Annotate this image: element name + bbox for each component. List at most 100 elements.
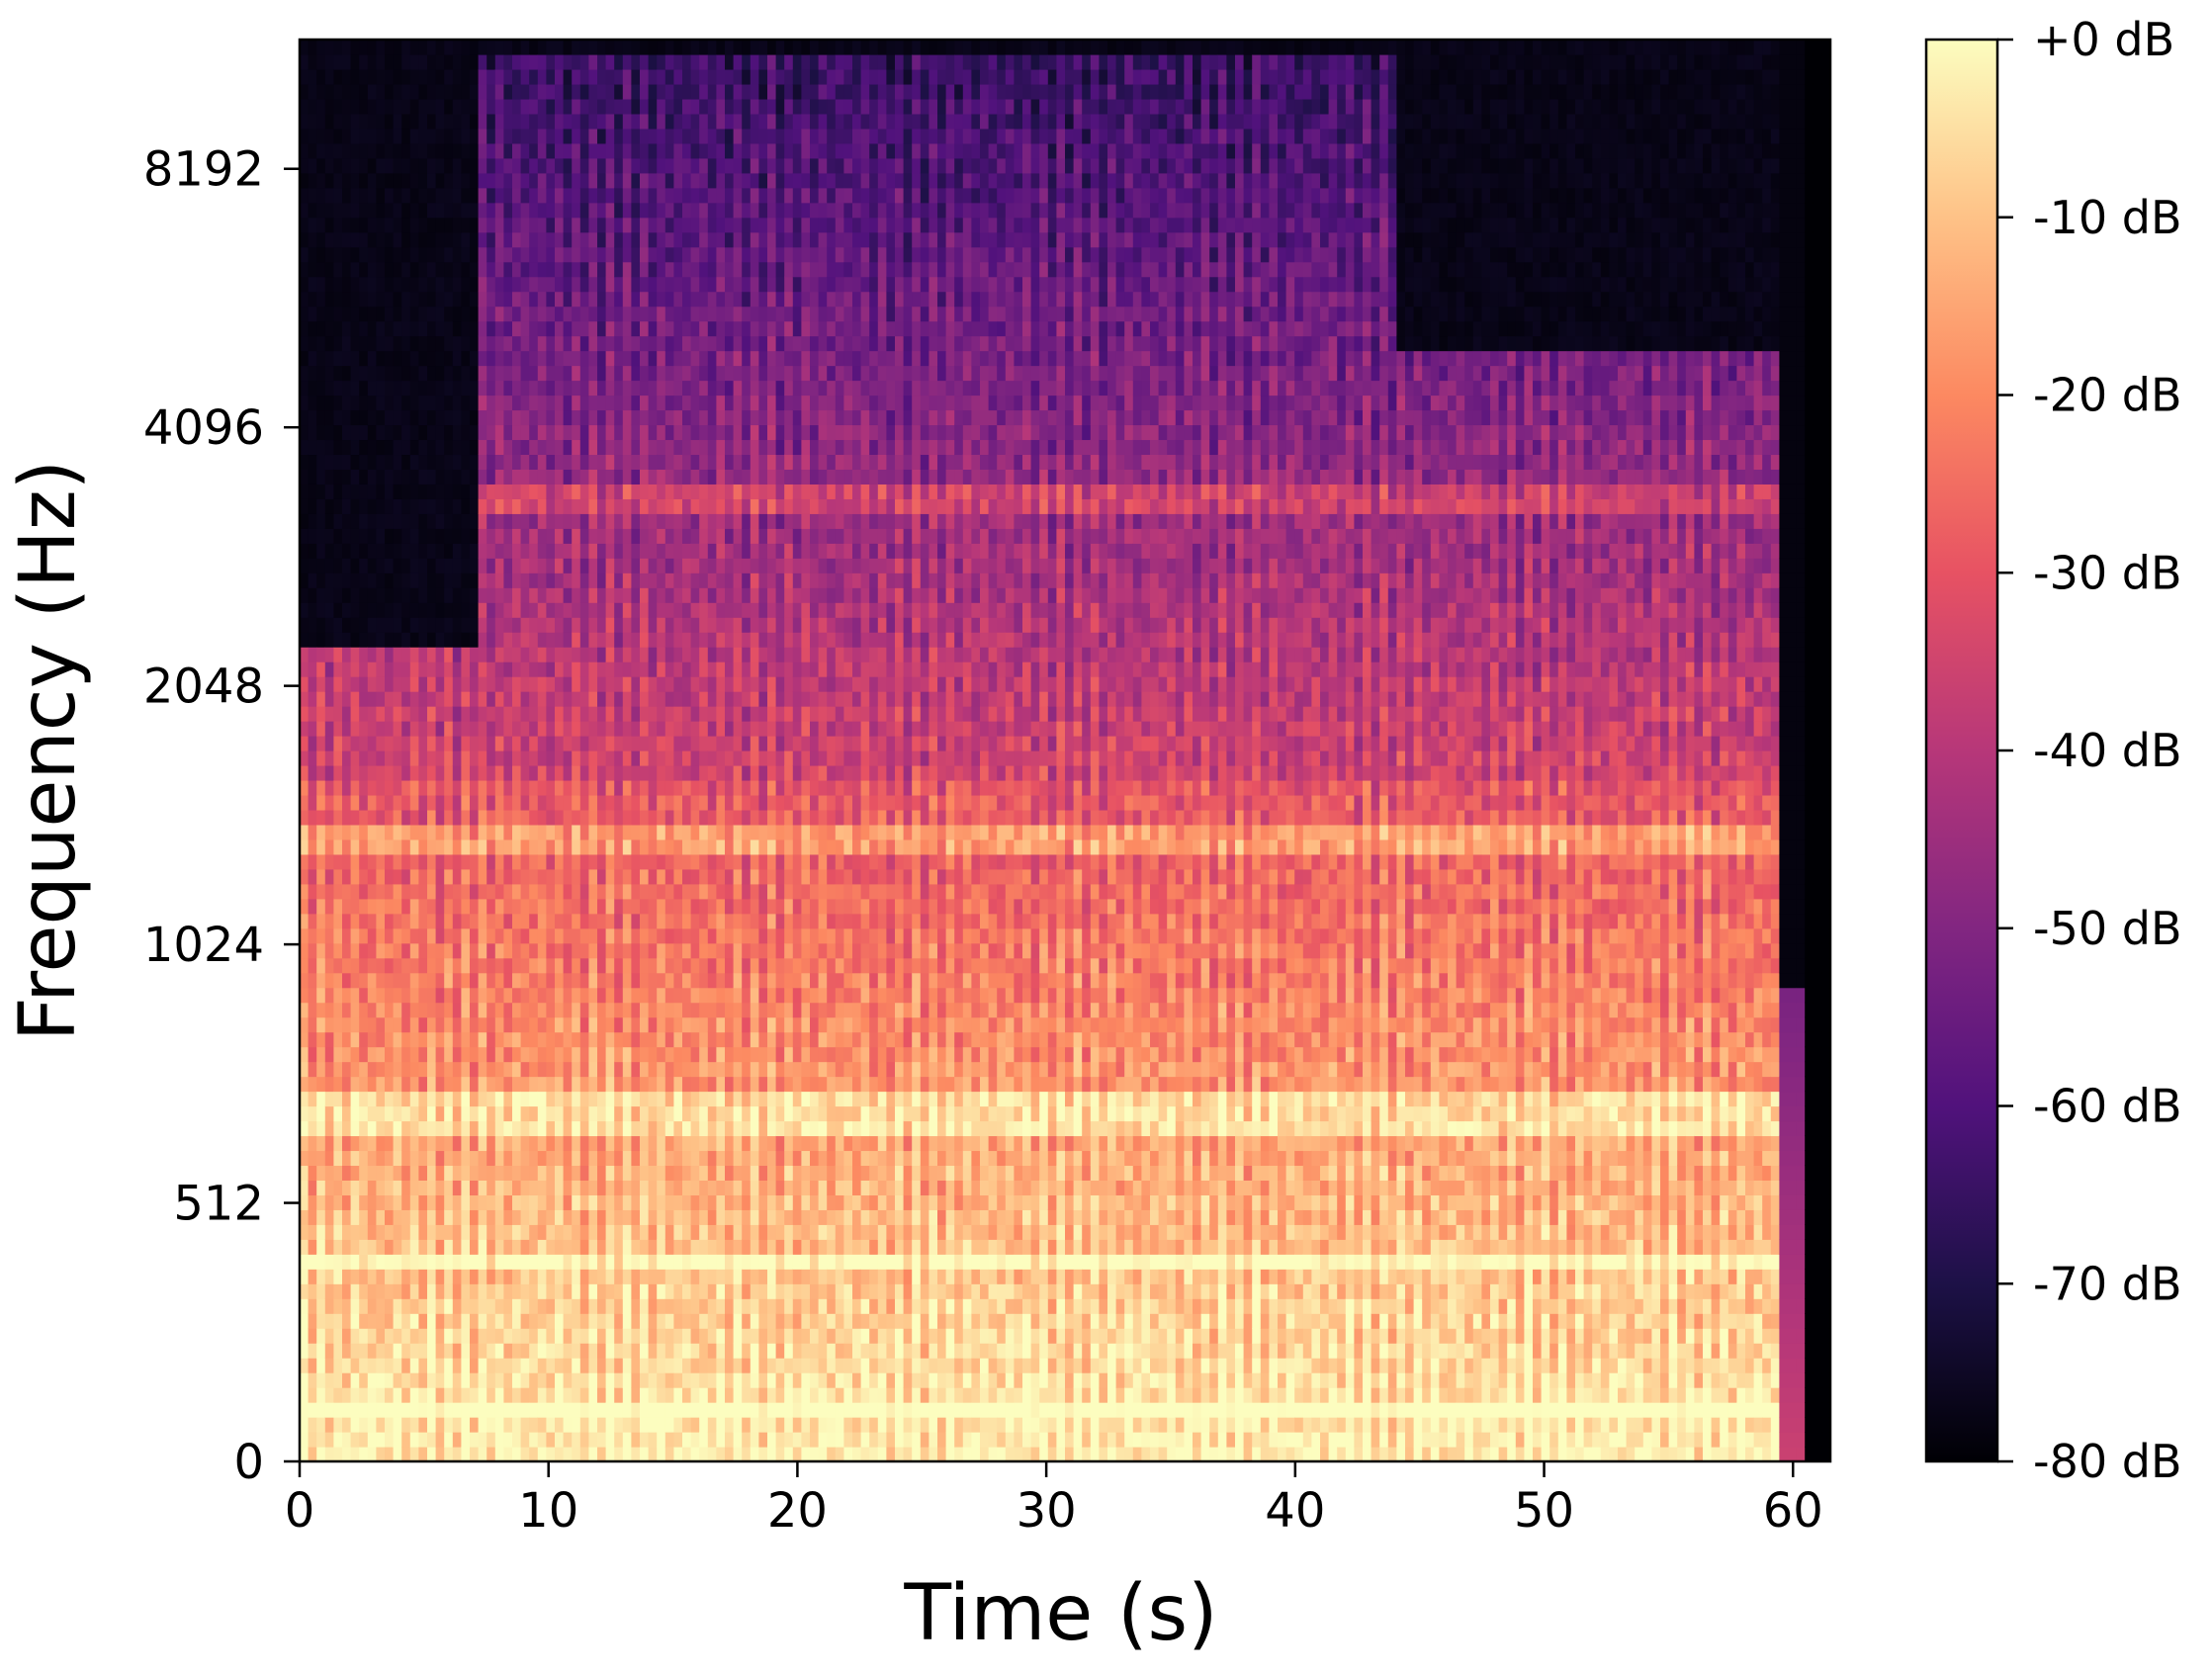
heatmap-cell xyxy=(682,736,692,751)
heatmap-cell xyxy=(376,957,386,974)
heatmap-cell xyxy=(631,454,641,470)
heatmap-cell xyxy=(546,838,556,855)
heatmap-cell xyxy=(376,320,386,337)
heatmap-cell xyxy=(520,750,530,766)
heatmap-cell xyxy=(520,498,530,514)
heatmap-cell xyxy=(529,1298,539,1314)
heatmap-cell xyxy=(699,217,709,233)
heatmap-cell xyxy=(300,1432,310,1448)
heatmap-cell xyxy=(597,83,607,100)
heatmap-cell xyxy=(470,113,480,130)
heatmap-cell xyxy=(537,528,547,544)
heatmap-cell xyxy=(707,957,717,974)
heatmap-cell xyxy=(367,691,377,707)
heatmap-cell xyxy=(690,987,700,1004)
heatmap-cell xyxy=(614,868,624,885)
heatmap-cell xyxy=(512,632,522,648)
heatmap-cell xyxy=(716,1165,726,1181)
heatmap-cell xyxy=(342,587,352,603)
heatmap-cell xyxy=(308,424,317,441)
heatmap-cell xyxy=(579,824,589,840)
heatmap-cell xyxy=(640,276,650,293)
heatmap-cell xyxy=(520,276,530,293)
heatmap-cell xyxy=(512,853,522,870)
heatmap-cell xyxy=(725,987,735,1004)
heatmap-cell xyxy=(622,883,632,900)
heatmap-cell xyxy=(563,1283,573,1299)
heatmap-cell xyxy=(512,573,522,588)
heatmap-cell xyxy=(733,1091,743,1107)
heatmap-cell xyxy=(657,647,666,662)
heatmap-cell xyxy=(342,942,352,959)
heatmap-cell xyxy=(367,365,377,382)
heatmap-cell xyxy=(435,721,445,737)
heatmap-cell xyxy=(350,736,360,751)
heatmap-cell xyxy=(470,809,480,826)
heatmap-cell xyxy=(716,617,726,633)
heatmap-cell xyxy=(470,661,480,677)
heatmap-cell xyxy=(725,1387,735,1403)
heatmap-cell xyxy=(664,1046,674,1063)
heatmap-cell xyxy=(494,1447,504,1461)
heatmap-cell xyxy=(300,128,310,144)
heatmap-cell xyxy=(716,647,726,662)
heatmap-cell xyxy=(716,113,726,130)
heatmap-cell xyxy=(555,528,565,544)
heatmap-cell xyxy=(690,1372,700,1388)
heatmap-cell xyxy=(648,987,658,1004)
heatmap-cell xyxy=(427,1150,437,1167)
heatmap-cell xyxy=(699,824,709,840)
heatmap-cell xyxy=(470,987,480,1004)
heatmap-cell xyxy=(401,1046,411,1063)
heatmap-cell xyxy=(546,68,556,85)
heatmap-cell xyxy=(716,1135,726,1152)
heatmap-cell xyxy=(418,987,428,1004)
heatmap-cell xyxy=(350,409,360,426)
heatmap-cell xyxy=(512,187,522,204)
heatmap-cell xyxy=(342,1105,352,1122)
heatmap-cell xyxy=(699,439,709,456)
heatmap-cell xyxy=(733,602,743,618)
heatmap-cell xyxy=(503,1387,513,1403)
heatmap-cell xyxy=(563,246,573,263)
heatmap-cell xyxy=(682,291,692,308)
heatmap-cell xyxy=(597,1417,607,1433)
heatmap-cell xyxy=(376,587,386,603)
heatmap-cell xyxy=(690,1046,700,1063)
heatmap-cell xyxy=(342,187,352,204)
heatmap-cell xyxy=(614,558,624,573)
heatmap-cell xyxy=(529,661,539,677)
heatmap-cell xyxy=(367,794,377,811)
heatmap-cell xyxy=(300,83,310,100)
heatmap-cell xyxy=(494,113,504,130)
heatmap-cell xyxy=(597,1180,607,1195)
heatmap-cell xyxy=(435,1417,445,1433)
heatmap-cell xyxy=(393,261,402,278)
heatmap-cell xyxy=(376,439,386,456)
heatmap-cell xyxy=(342,128,352,144)
heatmap-cell xyxy=(520,1209,530,1225)
heatmap-cell xyxy=(664,217,674,233)
heatmap-cell xyxy=(546,913,556,929)
heatmap-cell xyxy=(427,972,437,989)
heatmap-cell xyxy=(537,335,547,352)
heatmap-cell xyxy=(690,469,700,485)
heatmap-cell xyxy=(640,647,650,662)
heatmap-cell xyxy=(640,484,650,499)
heatmap-cell xyxy=(597,142,607,159)
heatmap-cell xyxy=(316,573,326,588)
heatmap-cell xyxy=(308,454,317,470)
heatmap-cell xyxy=(333,528,343,544)
heatmap-cell xyxy=(503,1165,513,1181)
heatmap-cell xyxy=(640,1269,650,1284)
heatmap-cell xyxy=(605,1061,615,1078)
heatmap-cell xyxy=(359,1091,369,1107)
heatmap-cell xyxy=(529,736,539,751)
heatmap-cell xyxy=(520,142,530,159)
heatmap-cell xyxy=(316,276,326,293)
heatmap-cell xyxy=(614,306,624,322)
heatmap-cell xyxy=(300,187,310,204)
heatmap-cell xyxy=(716,661,726,677)
heatmap-cell xyxy=(487,365,496,382)
heatmap-cell xyxy=(393,1091,402,1107)
